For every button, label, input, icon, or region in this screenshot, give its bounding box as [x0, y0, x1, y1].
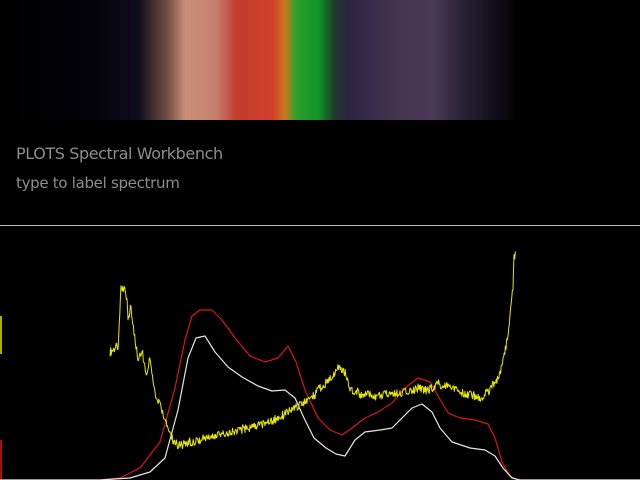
series-layer [0, 251, 640, 480]
spectrum-plot [0, 251, 640, 480]
app-title: PLOTS Spectral Workbench [16, 144, 223, 163]
label-spectrum-prompt[interactable]: type to label spectrum [16, 174, 180, 192]
spectrum-image [0, 0, 514, 120]
series-line-2 [109, 251, 516, 450]
series-line-1 [0, 335, 640, 480]
series-line-0 [0, 309, 640, 480]
section-divider [0, 225, 640, 226]
